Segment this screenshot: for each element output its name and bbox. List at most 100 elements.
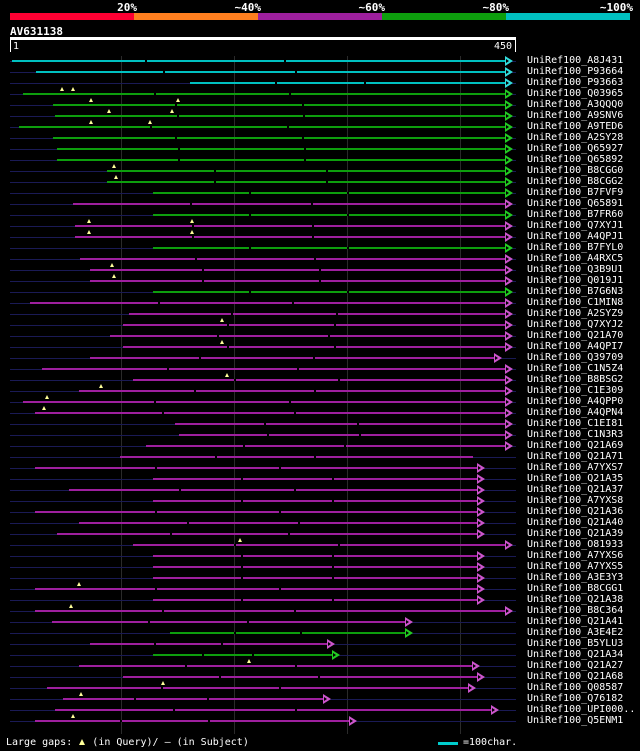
hit-row[interactable]: UniRef100_B8CGG1 [0,582,640,595]
hit-label[interactable]: UniRef100_B7G6N3 [527,286,624,297]
hit-label[interactable]: UniRef100_B8C364 [527,605,624,616]
hit-alignment-bar[interactable] [153,555,479,557]
hit-row[interactable]: UniRef100_B5YLU3 [0,638,640,650]
hit-alignment-bar[interactable] [170,632,406,634]
hit-alignment-bar[interactable] [190,82,506,84]
hit-alignment-bar[interactable] [123,676,479,678]
hit-label[interactable]: UniRef100_A9SNV6 [527,110,624,121]
hit-alignment-bar[interactable] [145,445,506,447]
hit-row[interactable]: UniRef100_UPI000.. [0,704,640,716]
hit-row[interactable]: UniRef100_Q21A37 [0,484,640,496]
hit-row[interactable]: UniRef100_Q65892 [0,154,640,166]
hit-row[interactable]: UniRef100_B8CGG0 [0,164,640,177]
hit-alignment-bar[interactable] [75,236,506,238]
hit-alignment-bar[interactable] [89,357,495,359]
hit-label[interactable]: UniRef100_B8BSG2 [527,374,624,385]
hit-label[interactable]: UniRef100_C1MIN8 [527,297,624,308]
hit-label[interactable]: UniRef100_Q03965 [527,88,624,99]
hit-label[interactable]: UniRef100_Q21A40 [527,517,624,528]
hit-row[interactable]: UniRef100_P93664 [0,66,640,78]
hit-row[interactable]: UniRef100_Q7XYJ1 [0,219,640,232]
hit-row[interactable]: UniRef100_B7FYL0 [0,242,640,254]
hit-alignment-bar[interactable] [53,137,506,139]
hit-alignment-bar[interactable] [174,423,506,425]
hit-alignment-bar[interactable] [56,533,479,535]
hit-row[interactable]: UniRef100_O81933 [0,538,640,551]
hit-row[interactable]: UniRef100_A9TED6 [0,120,640,133]
hit-alignment-bar[interactable] [89,280,506,282]
hit-alignment-bar[interactable] [89,269,506,271]
hit-alignment-bar[interactable] [35,720,351,722]
hit-row[interactable]: UniRef100_C1MIN8 [0,297,640,309]
hit-label[interactable]: UniRef100_B5YLU3 [527,638,624,649]
hit-label[interactable]: UniRef100_Q65892 [527,154,624,165]
hit-label[interactable]: UniRef100_O81933 [527,539,624,550]
hit-row[interactable]: UniRef100_Q21A41 [0,616,640,628]
hit-row[interactable]: UniRef100_A7YXS6 [0,550,640,562]
hit-alignment-bar[interactable] [153,192,506,194]
hit-row[interactable]: UniRef100_Q21A38 [0,594,640,606]
hit-row[interactable]: UniRef100_P93663 [0,77,640,89]
hit-row[interactable]: UniRef100_A7YXS7 [0,462,640,474]
hit-alignment-bar[interactable] [35,511,479,513]
hit-alignment-bar[interactable] [153,291,506,293]
hit-row[interactable]: UniRef100_A4QPJ1 [0,230,640,243]
hit-alignment-bar[interactable] [35,610,506,612]
hit-label[interactable]: UniRef100_A4QPN4 [527,407,624,418]
hit-row[interactable]: UniRef100_A7YXS8 [0,495,640,507]
hit-row[interactable]: UniRef100_C1EI81 [0,418,640,430]
hit-label[interactable]: UniRef100_A7YXS6 [527,550,624,561]
hit-alignment-bar[interactable] [120,456,474,458]
hit-row[interactable]: UniRef100_B7G6N3 [0,286,640,298]
hit-row[interactable]: UniRef100_A9SNV6 [0,109,640,122]
hit-alignment-bar[interactable] [35,412,506,414]
hit-label[interactable]: UniRef100_A8J431 [527,55,624,66]
hit-alignment-bar[interactable] [106,170,506,172]
hit-row[interactable]: UniRef100_B7FR60 [0,209,640,221]
hit-alignment-bar[interactable] [63,698,325,700]
hit-alignment-bar[interactable] [153,577,479,579]
hit-row[interactable]: UniRef100_A4QPN4 [0,406,640,419]
hit-label[interactable]: UniRef100_A4QPJ1 [527,231,624,242]
hit-label[interactable]: UniRef100_Q21A37 [527,484,624,495]
hit-alignment-bar[interactable] [109,335,506,337]
hit-label[interactable]: UniRef100_A3QQQ0 [527,99,624,110]
hit-row[interactable]: UniRef100_Q21A39 [0,528,640,540]
hit-row[interactable]: UniRef100_B8BSG2 [0,373,640,386]
hit-label[interactable]: UniRef100_A3E4E2 [527,627,624,638]
hit-alignment-bar[interactable] [18,126,506,128]
hit-label[interactable]: UniRef100_A7YXS7 [527,462,624,473]
hit-alignment-bar[interactable] [55,115,506,117]
hit-label[interactable]: UniRef100_A4RXC5 [527,253,624,264]
hit-label[interactable]: UniRef100_Q21A36 [527,506,624,517]
hit-label[interactable]: UniRef100_B8CGG1 [527,583,624,594]
hit-label[interactable]: UniRef100_Q65927 [527,143,624,154]
hit-row[interactable]: UniRef100_C1N3R3 [0,429,640,441]
hit-alignment-bar[interactable] [46,687,470,689]
hit-row[interactable]: UniRef100_Q76182 [0,692,640,705]
hit-row[interactable]: UniRef100_A3E4E2 [0,627,640,639]
hit-label[interactable]: UniRef100_Q65891 [527,198,624,209]
hit-row[interactable]: UniRef100_A4QPI7 [0,340,640,353]
hit-label[interactable]: UniRef100_Q21A69 [527,440,624,451]
hit-alignment-bar[interactable] [133,544,506,546]
hit-alignment-bar[interactable] [29,302,506,304]
hit-row[interactable]: UniRef100_A7YXS5 [0,561,640,573]
hit-label[interactable]: UniRef100_Q019J1 [527,275,624,286]
hit-label[interactable]: UniRef100_A4QPP0 [527,396,624,407]
hit-row[interactable]: UniRef100_A4RXC5 [0,253,640,265]
hit-label[interactable]: UniRef100_Q7XYJ2 [527,319,624,330]
hit-row[interactable]: UniRef100_Q03965 [0,87,640,100]
hit-label[interactable]: UniRef100_C1N3R3 [527,429,624,440]
hit-row[interactable]: UniRef100_Q7XYJ2 [0,318,640,331]
hit-label[interactable]: UniRef100_Q21A38 [527,594,624,605]
hit-alignment-bar[interactable] [12,60,506,62]
hit-label[interactable]: UniRef100_Q21A41 [527,616,624,627]
hit-alignment-bar[interactable] [78,522,479,524]
hit-alignment-bar[interactable] [78,390,506,392]
hit-label[interactable]: UniRef100_A7YXS5 [527,561,624,572]
hit-alignment-bar[interactable] [133,379,506,381]
hit-label[interactable]: UniRef100_Q3B9U1 [527,264,624,275]
hit-alignment-bar[interactable] [123,324,506,326]
hit-row[interactable]: UniRef100_Q019J1 [0,274,640,287]
